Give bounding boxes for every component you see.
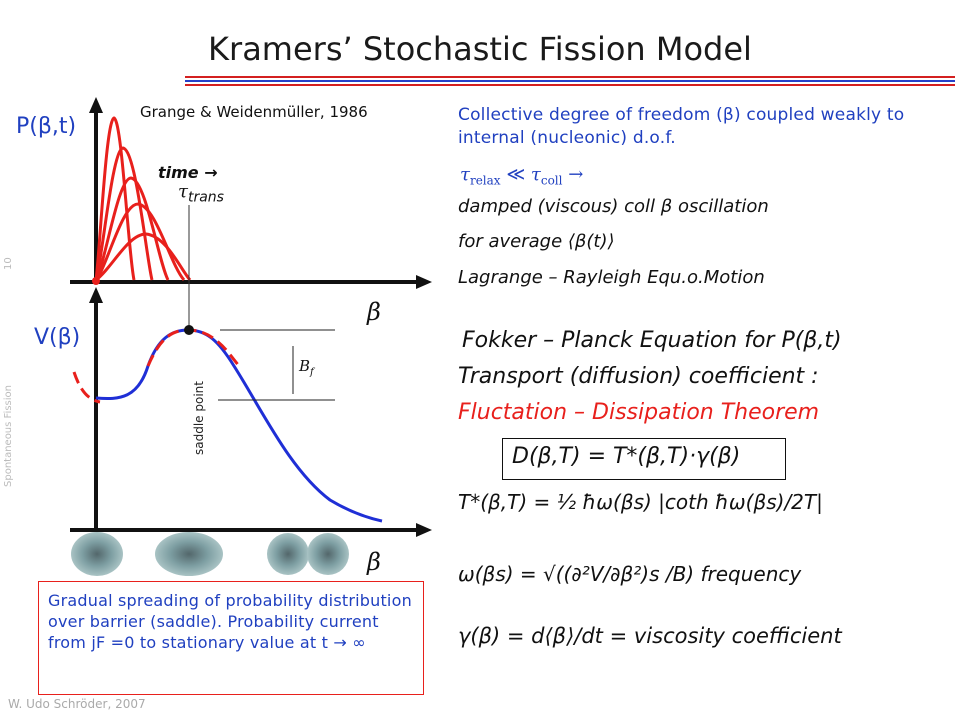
author-footer: W. Udo Schröder, 2007 [8, 697, 146, 711]
tau-coll-symbol: τ [530, 164, 541, 185]
much-less-symbol: ≪ [506, 164, 526, 185]
bf-symbol: B [299, 357, 311, 375]
tau-coll-subscript: coll [540, 173, 563, 188]
saddle-dot [184, 325, 194, 335]
beta-label-upper: β [367, 298, 381, 326]
reference-label: Grange & Weidenmüller, 1986 [140, 103, 368, 121]
title-rule-red-2 [185, 84, 955, 86]
origin-dot [92, 277, 100, 285]
p-axis-arrowhead [89, 97, 103, 113]
v-axis-label: V(β) [34, 325, 81, 350]
p-axis-label: P(β,t) [16, 114, 77, 139]
prob-curve-3 [94, 176, 170, 281]
bf-subscript: f [310, 367, 314, 378]
intro-text: Collective degree of freedom (β) coupled… [458, 105, 905, 148]
fluctuation-dissipation-eq: Fluctation – Dissipation Theorem [458, 400, 820, 425]
title-rule-red-1 [185, 76, 955, 78]
time-label: time → [158, 163, 218, 182]
potential-curve [95, 328, 383, 523]
damped-oscillation-eq: damped (viscous) coll β oscillation [458, 196, 769, 217]
tau-trans-label: τtrans [178, 181, 224, 206]
shape-blob-3 [267, 533, 309, 575]
shape-blob-1 [71, 532, 123, 576]
beta-label-lower: β [367, 548, 381, 576]
section-side-label: Spontaneous Fission [3, 385, 14, 487]
page-number: 10 [3, 257, 14, 270]
prob-curve-2 [94, 146, 154, 281]
title-rule-blue [185, 80, 955, 82]
tau-symbol: τ [178, 181, 188, 202]
tau-relax-subscript: relax [469, 173, 501, 188]
fokker-planck-eq: Fokker – Planck Equation for P(β,t) [462, 328, 842, 353]
fission-diagram [70, 97, 432, 576]
harmonic-approx-curve [72, 328, 242, 404]
tau-relation: τrelax ≪ τcoll → [460, 164, 583, 188]
saddle-point-label: saddle point [192, 381, 206, 455]
beta-axis-upper-arrowhead [416, 275, 432, 289]
average-beta-eq: for average ⟨β(t)⟩ [458, 231, 615, 252]
diffusion-eq-box [502, 438, 786, 480]
prob-curve-1 [94, 116, 136, 281]
prob-curve-4 [94, 202, 186, 281]
tau-trans-subscript: trans [187, 189, 224, 206]
effective-temperature-eq: T*(β,T) = ½ ħω(βs) |coth ħω(βs)/2T| [458, 490, 823, 514]
frequency-eq: ω(βs) = √((∂²V/∂β²)s /B) frequency [458, 562, 802, 586]
beta-axis-lower-arrowhead [416, 523, 432, 537]
diffusion-coefficient-eq: D(β,T) = T*(β,T)·γ(β) [512, 444, 741, 469]
tau-relax-symbol: τ [460, 164, 470, 185]
v-axis-arrowhead [89, 287, 103, 303]
shape-blob-4 [307, 533, 349, 575]
viscosity-eq: γ(β) = d⟨β⟩/dt = viscosity coefficient [458, 624, 842, 648]
transport-coefficient-eq: Transport (diffusion) coefficient : [458, 364, 819, 389]
barrier-height-label: Bf [299, 357, 314, 378]
slide-title: Kramers’ Stochastic Fission Model [208, 30, 752, 68]
caption-text: Gradual spreading of probability distrib… [48, 591, 412, 652]
shape-blob-2 [155, 532, 223, 576]
implies-arrow: → [568, 164, 584, 185]
lagrange-rayleigh-eq: Lagrange – Rayleigh Equ.o.Motion [458, 267, 765, 288]
caption-box [38, 581, 424, 695]
prob-curve-5 [95, 232, 192, 282]
